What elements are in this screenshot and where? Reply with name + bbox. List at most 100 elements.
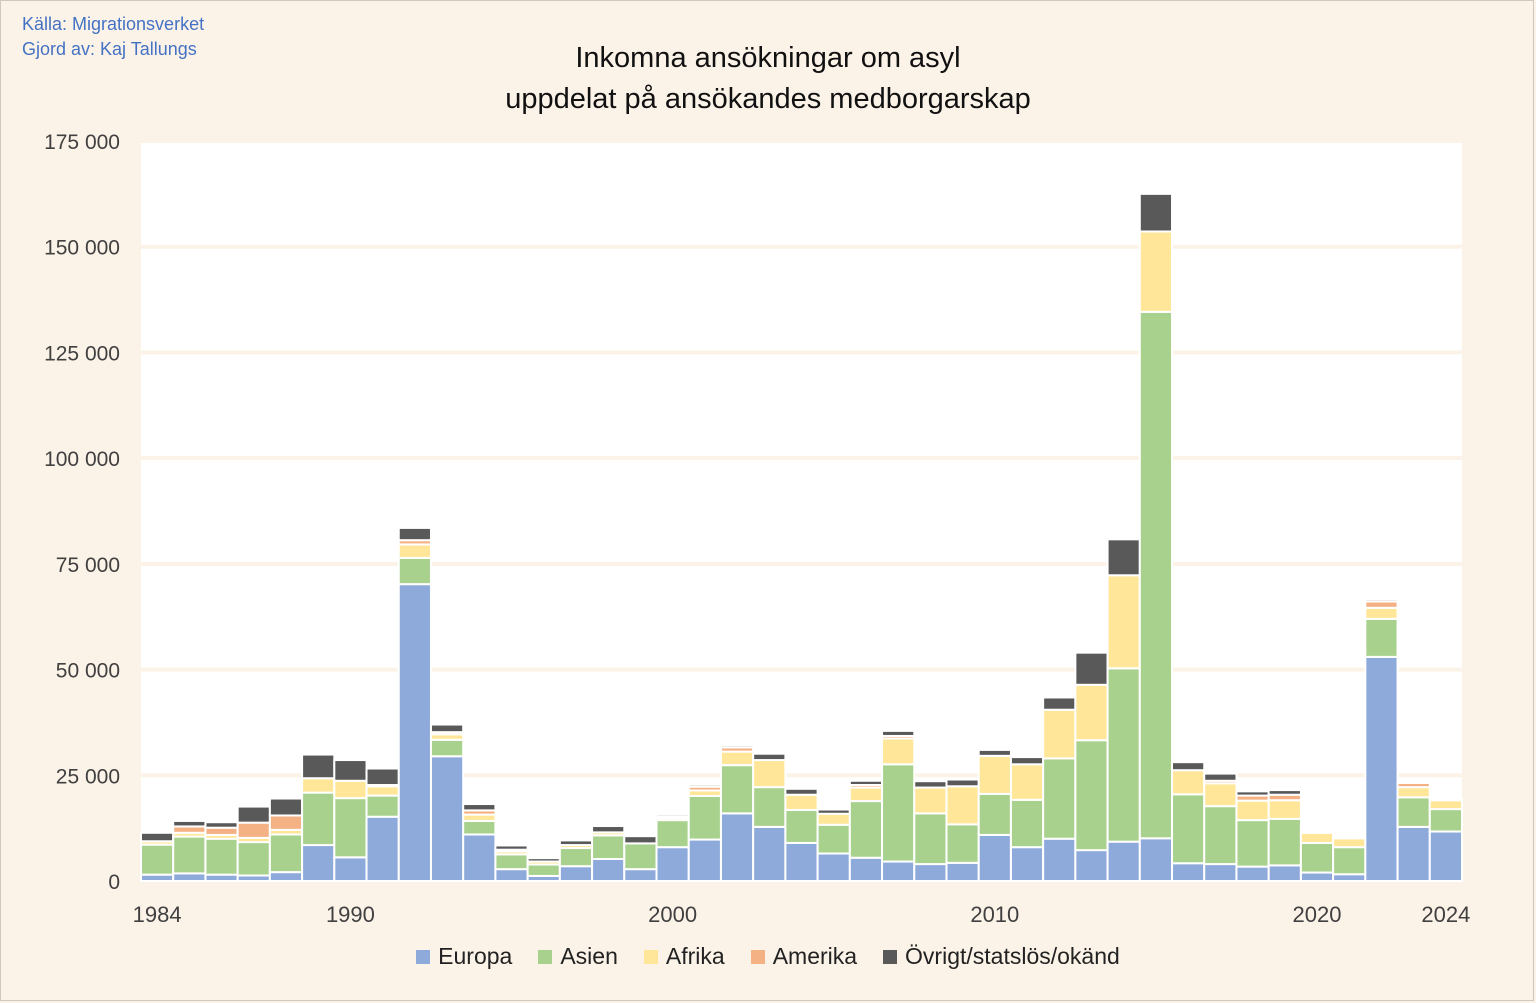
bar-segment-europa [1235, 865, 1270, 883]
legend-label: Asien [560, 943, 618, 969]
source-credit: Källa: Migrationsverket [22, 14, 205, 34]
bar-segment--vrigt-statsl-s-ok-nd [301, 753, 336, 780]
bar-segment--vrigt-statsl-s-ok-nd [1396, 781, 1431, 784]
bar-segment-asien [236, 841, 271, 877]
bar-segment-europa [687, 838, 722, 882]
bar-segment--vrigt-statsl-s-ok-nd [591, 825, 626, 834]
bar-segment-amerika [236, 821, 271, 839]
bar-segment-asien [172, 835, 207, 875]
legend-label: Övrigt/statslös/okänd [905, 943, 1120, 969]
chart-title-line-1: Inkomna ansökningar om asyl [575, 42, 961, 74]
bar-segment--vrigt-statsl-s-ok-nd [1428, 797, 1464, 802]
bar-segment-amerika [268, 814, 304, 831]
bar-segment-asien [494, 853, 529, 871]
bar-segment-europa [1267, 864, 1302, 883]
bar-segment--vrigt-statsl-s-ok-nd [687, 783, 722, 788]
plot-area [141, 141, 1462, 881]
bar-segment-afrika [752, 759, 787, 789]
bar-segment--vrigt-statsl-s-ok-nd [1074, 651, 1109, 686]
bar-segment-europa [268, 871, 304, 882]
bar-segment-europa [1428, 830, 1464, 882]
bar-segment--vrigt-statsl-s-ok-nd [268, 797, 304, 817]
bar-segment-asien [365, 794, 400, 818]
bar-segment-asien [1009, 798, 1045, 849]
bar-segment-asien [1235, 819, 1270, 868]
legend-swatch [416, 949, 431, 964]
bar-segment-afrika [848, 786, 884, 803]
bar-segment-afrika [1396, 786, 1431, 799]
legend-item: Afrika [643, 943, 725, 970]
bar-segment-europa [172, 872, 207, 882]
y-tick-label: 25 000 [56, 765, 120, 788]
bar-segment-europa [429, 755, 465, 882]
bar-segment-afrika [1138, 230, 1174, 313]
y-tick-label: 100 000 [44, 448, 120, 471]
bar-segment-asien [1171, 793, 1206, 865]
bar-segment-asien [1042, 757, 1077, 840]
bar-segment-europa [848, 856, 884, 883]
bar-segment-afrika [1235, 799, 1270, 822]
y-tick-label: 175 000 [44, 131, 120, 154]
bar-segment--vrigt-statsl-s-ok-nd [623, 835, 658, 845]
bar-segment-europa [913, 863, 948, 882]
bar-segment--vrigt-statsl-s-ok-nd [526, 857, 561, 863]
bar-segment--vrigt-statsl-s-ok-nd [236, 805, 271, 824]
bar-segment-afrika [1364, 606, 1399, 620]
bar-segment--vrigt-statsl-s-ok-nd [848, 779, 884, 787]
bar-segment-asien [397, 556, 432, 586]
bar-segment-afrika [1106, 574, 1141, 670]
legend-label: Europa [438, 943, 513, 969]
bar-segment-afrika [881, 737, 916, 766]
x-tick-label: 2024 [1421, 902, 1470, 927]
bar-segment-asien [977, 792, 1012, 836]
bar-segment-afrika [1074, 683, 1109, 742]
bar-segment-afrika [1203, 782, 1238, 808]
bar-segment-europa [558, 865, 594, 883]
bar-segment-asien [655, 819, 690, 849]
x-tick-label: 2020 [1293, 902, 1342, 927]
author-credit: Gjord av: Kaj Tallungs [22, 39, 197, 59]
bar-segment-europa [397, 583, 432, 882]
bar-segment-asien [913, 812, 948, 866]
legend-label: Afrika [665, 943, 725, 969]
bar-segment--vrigt-statsl-s-ok-nd [1235, 790, 1270, 797]
bar-segment-europa [1138, 837, 1174, 883]
bar-segment-asien [623, 842, 658, 871]
bar-segment-europa [623, 868, 658, 882]
bar-segment--vrigt-statsl-s-ok-nd [558, 839, 594, 847]
bar-segment-europa [301, 844, 336, 882]
x-tick-label: 1984 [133, 902, 182, 927]
bar-segment--vrigt-statsl-s-ok-nd [881, 729, 916, 737]
bar-segment--vrigt-statsl-s-ok-nd [1138, 192, 1174, 233]
bar-segment--vrigt-statsl-s-ok-nd [462, 803, 497, 812]
bar-segment--vrigt-statsl-s-ok-nd [719, 744, 755, 749]
bar-segment-afrika [1171, 769, 1206, 796]
y-tick-label: 150 000 [44, 237, 120, 260]
legend-swatch [538, 949, 553, 964]
bar-segment--vrigt-statsl-s-ok-nd [1267, 789, 1302, 796]
bar-segment-europa [752, 825, 787, 882]
bar-segment-afrika [301, 777, 336, 794]
bar-segment--vrigt-statsl-s-ok-nd [1299, 830, 1335, 834]
legend-item: Europa [416, 943, 512, 970]
bar-segment--vrigt-statsl-s-ok-nd [494, 844, 529, 851]
bar-segment-europa [591, 858, 626, 882]
chart-title-line-2: uppdelat på ansökandes medborgarskap [505, 83, 1031, 115]
bar-segment-europa [1203, 863, 1238, 882]
x-tick-label: 2000 [648, 902, 697, 927]
bar-segment-afrika [1009, 763, 1045, 801]
bar-segment-europa [494, 868, 529, 882]
bar-segment--vrigt-statsl-s-ok-nd [429, 723, 465, 734]
bar-segment-asien [1396, 796, 1431, 828]
bar-segment-europa [719, 812, 755, 882]
bar-segment-afrika [945, 785, 980, 826]
bar-segment-europa [945, 861, 980, 882]
bar-segment-afrika [333, 779, 368, 800]
bar-segment-europa [655, 846, 690, 883]
bar-segment--vrigt-statsl-s-ok-nd [913, 780, 948, 789]
bar-segment--vrigt-statsl-s-ok-nd [1203, 772, 1238, 782]
bar-segment--vrigt-statsl-s-ok-nd [784, 787, 819, 796]
bar-segment-europa [1042, 837, 1077, 883]
y-tick-label: 75 000 [56, 554, 120, 577]
